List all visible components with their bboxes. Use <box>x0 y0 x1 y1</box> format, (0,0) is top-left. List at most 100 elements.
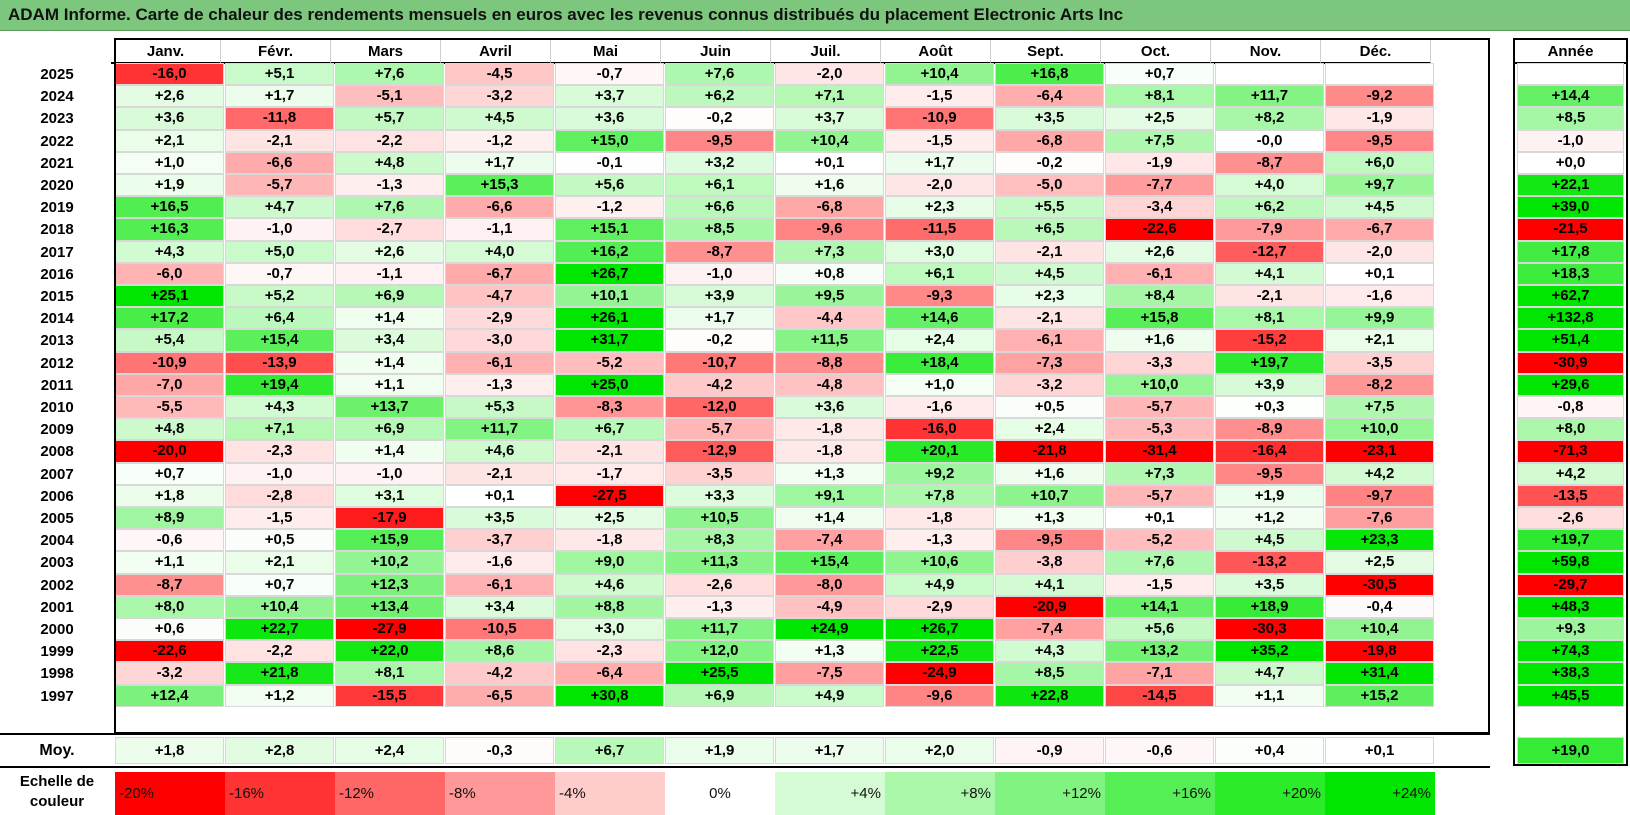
heatmap-cell: -1,8 <box>775 418 884 441</box>
heatmap-cell: +23,3 <box>1325 529 1434 552</box>
annual-cell: -21,5 <box>1517 218 1624 241</box>
heatmap-cell: -8,2 <box>1325 373 1434 396</box>
heatmap-cell: +26,7 <box>885 618 994 641</box>
heatmap-cell: -24,9 <box>885 662 994 685</box>
heatmap-cell: +1,1 <box>1215 684 1324 707</box>
heatmap-cell: +9,0 <box>555 551 664 574</box>
heatmap-cell: -17,9 <box>335 507 444 530</box>
heatmap-cell: +9,1 <box>775 484 884 507</box>
heatmap-cell: +11,7 <box>665 618 774 641</box>
color-scale-label: Echelle de couleur <box>19 773 95 810</box>
heatmap-cell: +0,7 <box>1105 63 1214 86</box>
heatmap-cell: +4,0 <box>1215 174 1324 197</box>
average-cell: +0,4 <box>1215 737 1324 764</box>
row-year-label: 2020 <box>40 177 74 194</box>
column-header: Juin <box>661 40 771 64</box>
heatmap-cell: -4,4 <box>775 307 884 330</box>
heatmap-cell: +0,8 <box>775 262 884 285</box>
heatmap-cell: -23,1 <box>1325 440 1434 463</box>
average-row-label: Moy. <box>39 742 75 759</box>
heatmap-cell: +10,4 <box>885 63 994 86</box>
heatmap-cell: +16,5 <box>115 196 224 219</box>
heatmap-cell: -11,5 <box>885 218 994 241</box>
heatmap-cell <box>1325 63 1434 86</box>
heatmap-cell: +9,7 <box>1325 174 1434 197</box>
heatmap-cell: -9,5 <box>1215 462 1324 485</box>
heatmap-cell: -1,5 <box>885 85 994 108</box>
heatmap-cell: +18,4 <box>885 351 994 374</box>
heatmap-cell: +1,4 <box>335 440 444 463</box>
heatmap-cell: +22,8 <box>995 684 1104 707</box>
heatmap-cell: -6,7 <box>1325 218 1434 241</box>
row-year-label: 1999 <box>40 643 74 661</box>
heatmap-cell: -9,6 <box>885 684 994 707</box>
heatmap-cell: +31,4 <box>1325 662 1434 685</box>
heatmap-cell: -2,7 <box>335 218 444 241</box>
heatmap-cell: +3,3 <box>665 484 774 507</box>
color-scale-stop: +8% <box>885 772 995 815</box>
heatmap-cell: +3,7 <box>555 85 664 108</box>
row-year-label: 2018 <box>40 221 74 239</box>
heatmap-cell: -7,3 <box>995 351 1104 374</box>
heatmap-cell: +7,5 <box>1325 396 1434 419</box>
heatmap-cell: +10,0 <box>1325 418 1434 441</box>
heatmap-cell: +2,5 <box>555 507 664 530</box>
heatmap-cell: +7,3 <box>1105 462 1214 485</box>
heatmap-cell: -27,5 <box>555 484 664 507</box>
heatmap-cell: +11,5 <box>775 329 884 352</box>
heatmap-cell: +25,1 <box>115 285 224 308</box>
heatmap-cell: +8,3 <box>665 529 774 552</box>
annual-cell: +74,3 <box>1517 640 1624 663</box>
heatmap-cell: -5,1 <box>335 85 444 108</box>
heatmap-cell: +0,1 <box>445 484 554 507</box>
heatmap-cell: -8,7 <box>665 240 774 263</box>
heatmap-cell: +5,4 <box>115 329 224 352</box>
heatmap-cell: +8,5 <box>995 662 1104 685</box>
heatmap-cell: +3,1 <box>335 484 444 507</box>
heatmap-cell: +8,1 <box>1215 307 1324 330</box>
row-year-label: 2007 <box>40 465 74 483</box>
heatmap-cell: -6,4 <box>555 662 664 685</box>
heatmap-cell: +1,4 <box>335 307 444 330</box>
heatmap-cell: -5,0 <box>995 174 1104 197</box>
heatmap-cell: +7,6 <box>1105 551 1214 574</box>
heatmap-cell: -5,2 <box>555 351 664 374</box>
heatmap-cell: -21,8 <box>995 440 1104 463</box>
heatmap-cell: +3,5 <box>445 507 554 530</box>
heatmap-cell: +8,8 <box>555 595 664 618</box>
heatmap-cell: +8,5 <box>665 218 774 241</box>
heatmap-cell: -6,1 <box>445 573 554 596</box>
row-year-label: 2022 <box>40 132 74 150</box>
heatmap-cell: -5,7 <box>1105 396 1214 419</box>
row-year-label: 2024 <box>40 88 74 106</box>
heatmap-cell: +26,7 <box>555 262 664 285</box>
heatmap-cell: +4,5 <box>1215 529 1324 552</box>
heatmap-cell: +21,8 <box>225 662 334 685</box>
heatmap-cell: +15,4 <box>225 329 334 352</box>
heatmap-cell: +2,6 <box>1105 240 1214 263</box>
annual-cell: +18,3 <box>1517 262 1624 285</box>
heatmap-cell: -9,3 <box>885 285 994 308</box>
average-cell: +2,0 <box>885 737 994 764</box>
heatmap-cell: -15,2 <box>1215 329 1324 352</box>
heatmap-cell: -3,2 <box>445 85 554 108</box>
heatmap-cell: -14,5 <box>1105 684 1214 707</box>
heatmap-cell: -3,7 <box>445 529 554 552</box>
row-year-label: 2006 <box>40 487 74 505</box>
heatmap-cell: +6,4 <box>225 307 334 330</box>
heatmap-cell: +4,3 <box>225 396 334 419</box>
annual-cell: +48,3 <box>1517 595 1624 618</box>
column-header: Déc. <box>1321 40 1431 64</box>
heatmap-cell: -3,2 <box>115 662 224 685</box>
heatmap-cell: +4,2 <box>1325 462 1434 485</box>
heatmap-cell: +25,0 <box>555 373 664 396</box>
average-cell: +1,9 <box>665 737 774 764</box>
heatmap-cell: +4,7 <box>225 196 334 219</box>
heatmap-cell: +5,2 <box>225 285 334 308</box>
heatmap-cell: +15,2 <box>1325 684 1434 707</box>
heatmap-cell: +1,7 <box>665 307 774 330</box>
heatmap-cell: -4,2 <box>445 662 554 685</box>
heatmap-cell: +2,4 <box>885 329 994 352</box>
heatmap-cell: +15,1 <box>555 218 664 241</box>
heatmap-cell: -2,0 <box>775 63 884 86</box>
